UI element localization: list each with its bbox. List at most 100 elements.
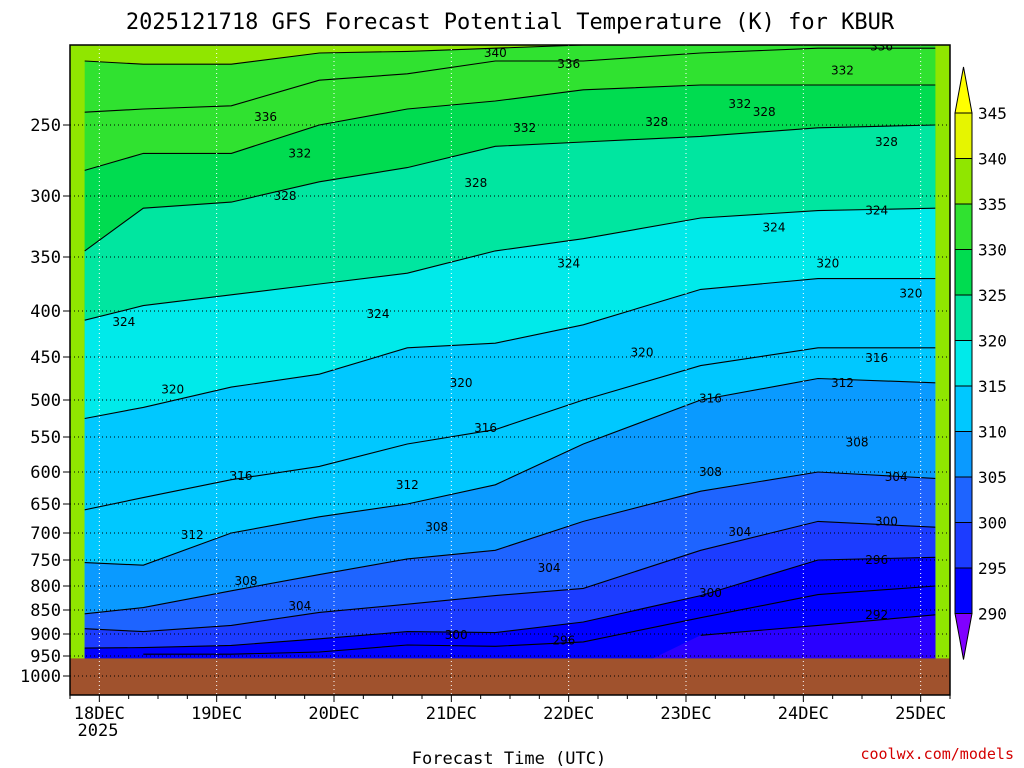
colorbar-box <box>954 431 973 478</box>
colorbar-box <box>954 112 973 159</box>
contour-label: 320 <box>450 376 473 390</box>
contour-label: 312 <box>181 528 204 542</box>
contour-label: 308 <box>846 436 869 450</box>
contour-lines <box>84 45 936 655</box>
colorbar-box <box>954 158 973 205</box>
contour-label: 332 <box>831 64 854 78</box>
contour-label: 308 <box>235 574 258 588</box>
grid-lines <box>70 45 950 695</box>
y-tick-label: 700 <box>30 524 61 544</box>
contour-line-328 <box>84 124 936 252</box>
contour-labels: 3403363363363323323323323283283283283283… <box>112 45 922 648</box>
x-tick-label: 21DEC <box>426 704 477 724</box>
chart-title: 2025121718 GFS Forecast Potential Temper… <box>126 10 895 35</box>
contour-label: 332 <box>728 97 751 111</box>
colorbar-label: 325 <box>978 286 1007 305</box>
y-axis: 250 300 350 400 450 500 550 600 650 700 750 800 850 9… <box>20 116 70 687</box>
colorbar-box <box>954 567 973 614</box>
colorbar-top-arrow <box>954 66 973 114</box>
x-year-label: 2025 <box>78 721 119 741</box>
contour-label: 328 <box>464 176 487 190</box>
contour-label: 324 <box>557 256 580 270</box>
colorbar-bottom-arrow <box>954 613 973 660</box>
contour-label: 312 <box>396 478 419 492</box>
colorbar-label: 295 <box>978 559 1007 578</box>
contour-label: 304 <box>288 599 311 613</box>
contour-label: 320 <box>631 345 654 359</box>
colorbar: 290 295 300 305 310 315 320 325 330 335 340 345 <box>954 66 1007 660</box>
contour-label: 328 <box>753 105 776 119</box>
colorbar-label: 320 <box>978 332 1007 351</box>
contour-label: 312 <box>831 376 854 390</box>
x-axis-title: Forecast Time (UTC) <box>412 749 606 768</box>
x-tick-label: 20DEC <box>308 704 359 724</box>
colorbar-label: 290 <box>978 605 1007 624</box>
y-tick-label: 600 <box>30 463 61 483</box>
contour-label: 324 <box>112 315 135 329</box>
contour-line-316 <box>84 347 936 511</box>
y-tick-label: 350 <box>30 248 61 268</box>
contour-label: 296 <box>552 634 575 648</box>
contour-label: 328 <box>274 189 297 203</box>
plot-area: 3403363363363323323323323283283283283283… <box>70 45 950 695</box>
colorbar-box <box>954 294 973 341</box>
colorbar-label: 330 <box>978 241 1007 260</box>
contour-label: 340 <box>484 46 507 60</box>
colorbar-box <box>954 203 973 250</box>
contour-label: 332 <box>288 146 311 160</box>
y-tick-label: 850 <box>30 601 61 621</box>
contour-label: 300 <box>699 586 722 600</box>
y-tick-label: 250 <box>30 116 61 136</box>
contour-label: 324 <box>367 307 390 321</box>
contour-label: 328 <box>875 135 898 149</box>
y-tick-label: 500 <box>30 391 61 411</box>
x-tick-label: 24DEC <box>778 704 829 724</box>
below-ground-surface <box>70 658 950 695</box>
contour-line-324 <box>84 207 936 321</box>
y-tick-label: 550 <box>30 428 61 448</box>
contour-label: 304 <box>538 561 561 575</box>
contour-label: 304 <box>885 470 908 484</box>
colorbar-box <box>954 385 973 432</box>
y-tick-label: 400 <box>30 302 61 322</box>
contour-line-304 <box>84 520 936 633</box>
colorbar-label: 310 <box>978 423 1007 442</box>
contour-line-312 <box>84 377 936 566</box>
contour-label: 320 <box>161 383 184 397</box>
contour-label: 300 <box>445 628 468 642</box>
y-tick-label: 900 <box>30 625 61 645</box>
contour-label: 328 <box>645 115 668 129</box>
colorbar-label: 305 <box>978 468 1007 487</box>
colorbar-label: 340 <box>978 150 1007 169</box>
contour-label: 336 <box>557 57 580 71</box>
y-tick-label: 450 <box>30 348 61 368</box>
contour-line-292 <box>700 614 936 636</box>
contour-label: 292 <box>865 608 888 622</box>
colorbar-label: 315 <box>978 377 1007 396</box>
contour-label: 304 <box>728 525 751 539</box>
contour-label: 336 <box>254 110 277 124</box>
x-tick-label: 23DEC <box>660 704 711 724</box>
y-tick-label: 800 <box>30 577 61 597</box>
contour-label: 316 <box>230 469 253 483</box>
x-tick-label: 19DEC <box>191 704 242 724</box>
credit-text: coolwx.com/models <box>860 745 1014 763</box>
y-tick-label: 300 <box>30 187 61 207</box>
contour-label: 296 <box>865 553 888 567</box>
y-tick-label: 750 <box>30 551 61 571</box>
colorbar-box <box>954 340 973 387</box>
colorbar-box <box>954 249 973 296</box>
contour-label: 324 <box>865 204 888 218</box>
contour-label: 320 <box>899 287 922 301</box>
contour-label: 308 <box>425 520 448 534</box>
contour-label: 316 <box>865 351 888 365</box>
contour-label: 300 <box>875 514 898 528</box>
colorbar-label: 300 <box>978 514 1007 533</box>
x-tick-label: 22DEC <box>543 704 594 724</box>
contour-line-336 <box>84 47 936 113</box>
colorbar-box <box>954 522 973 569</box>
y-tick-label: 1000 <box>20 667 61 687</box>
colorbar-label: 335 <box>978 195 1007 214</box>
colorbar-box <box>954 476 973 523</box>
